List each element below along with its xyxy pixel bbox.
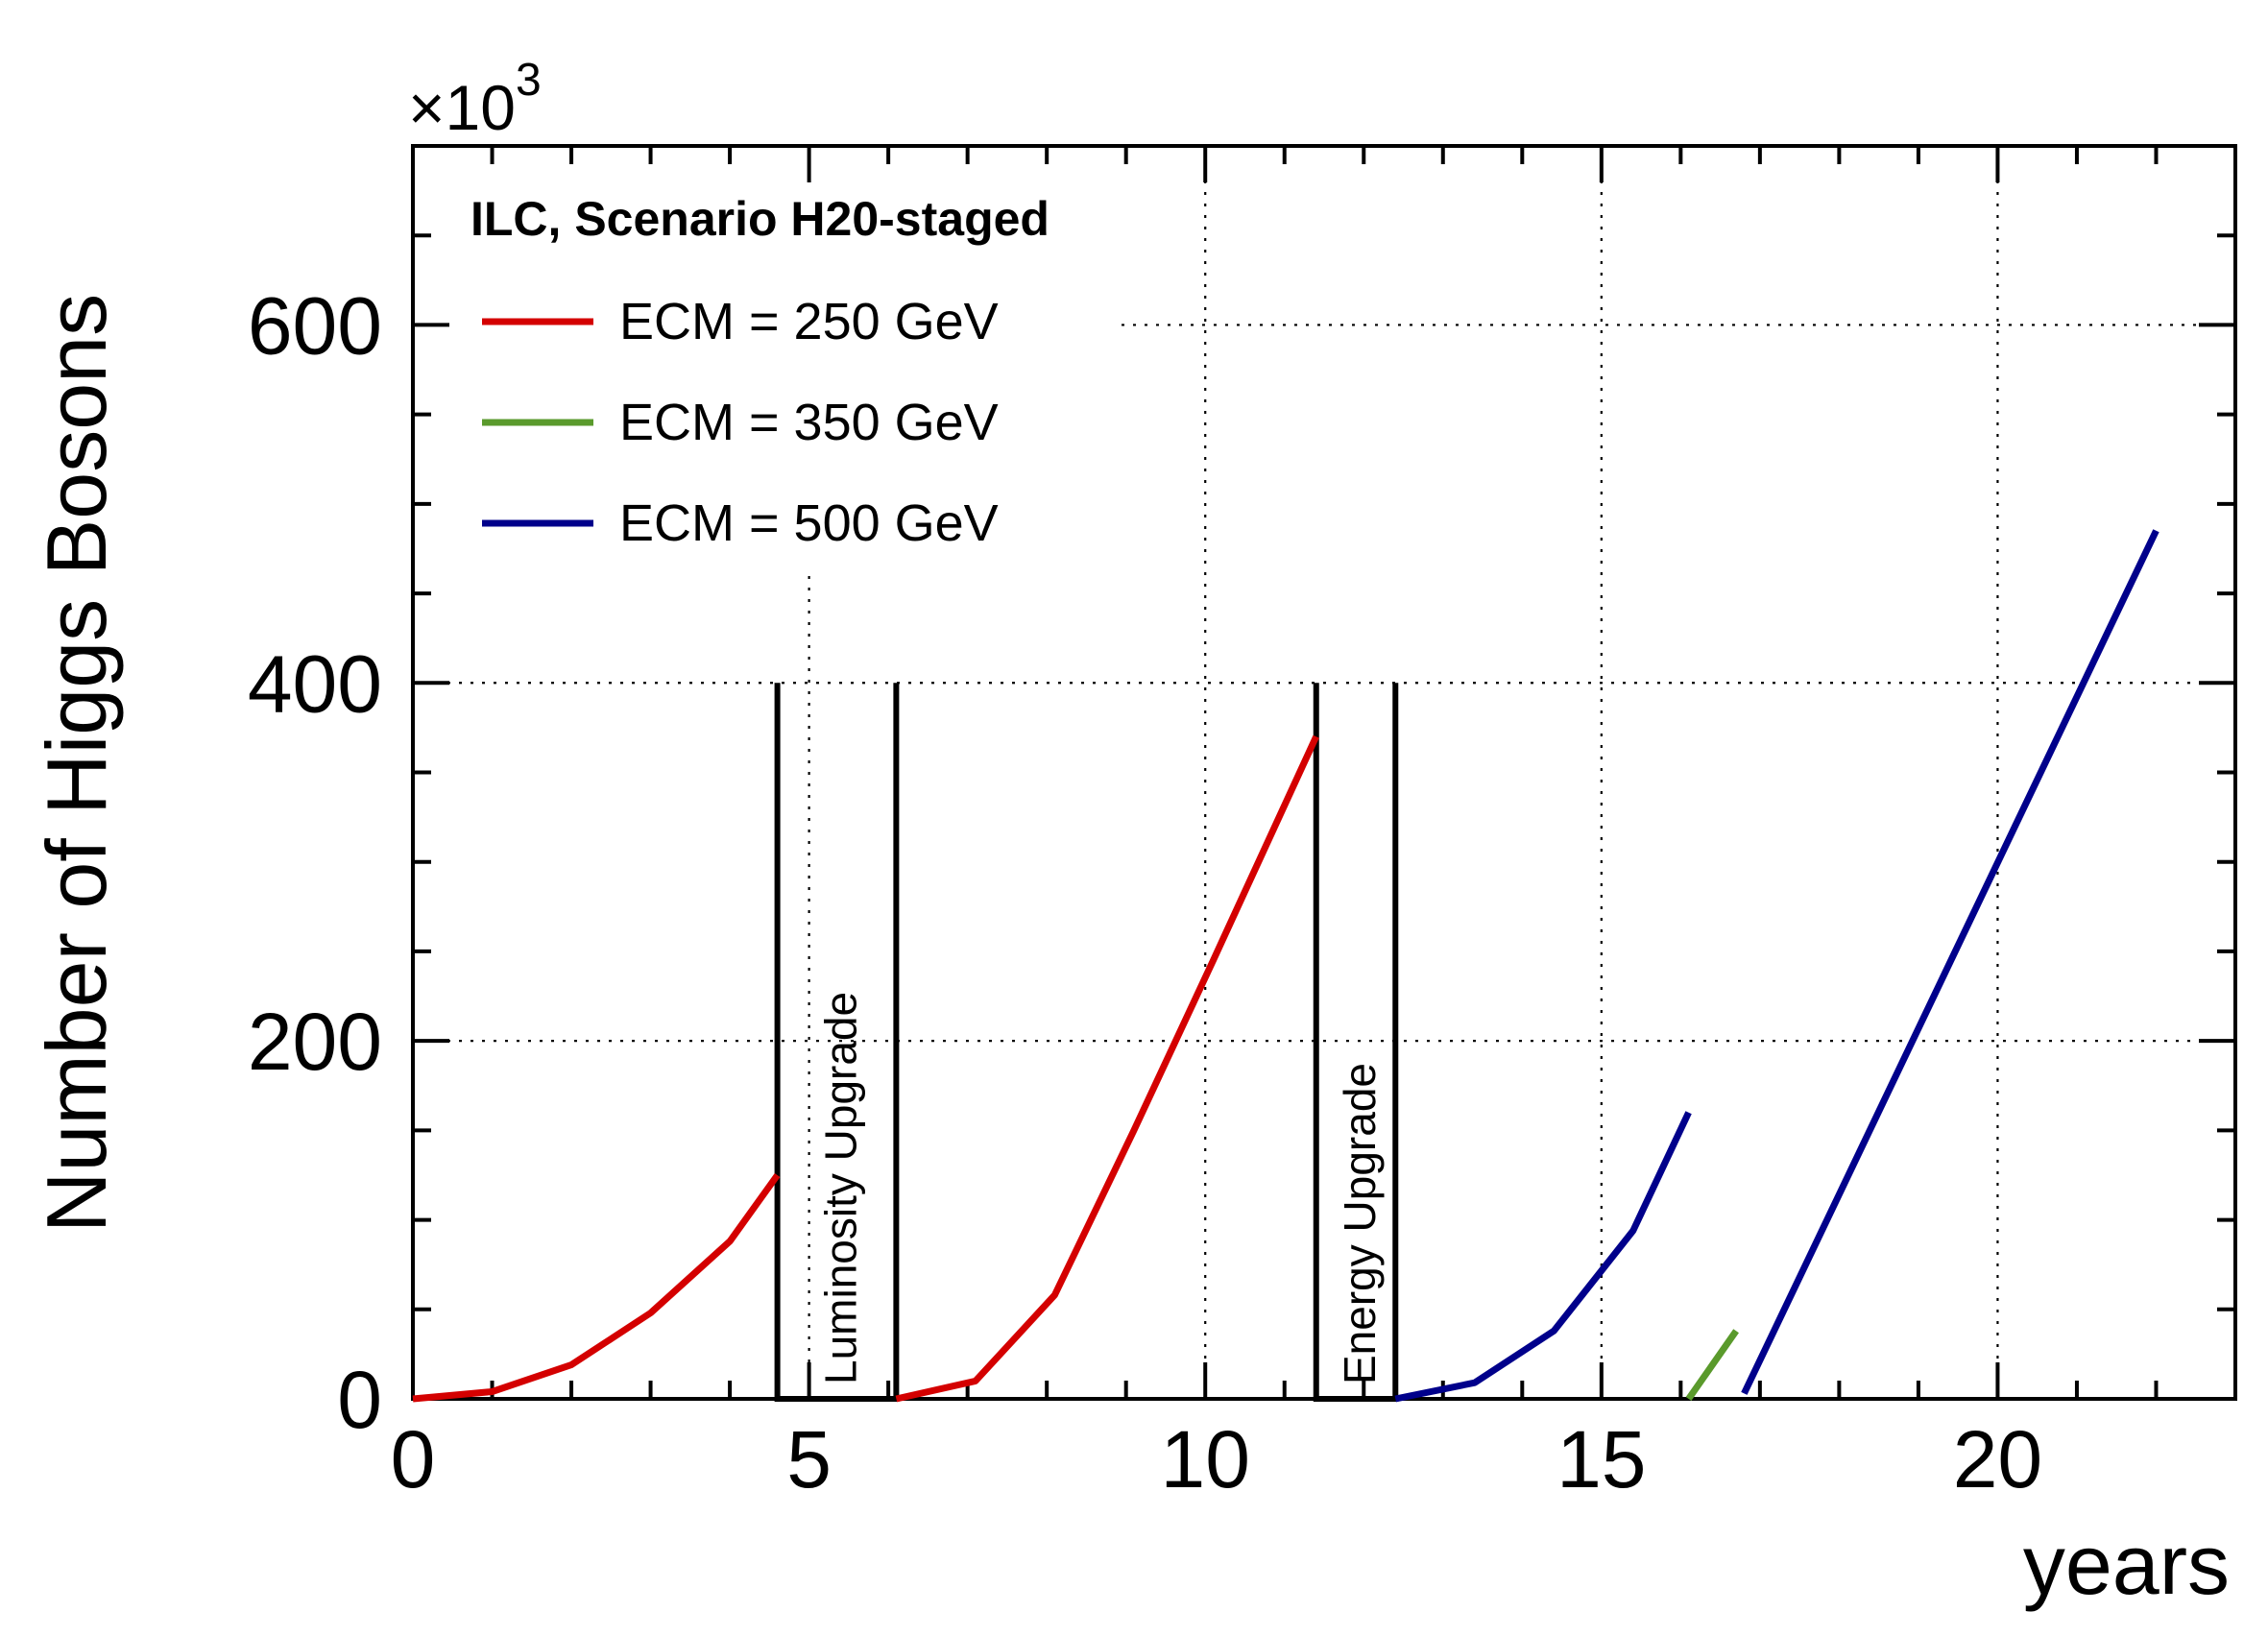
- legend-title: ILC, Scenario H20-staged: [470, 192, 1050, 246]
- y-tick-label: 600: [248, 280, 382, 371]
- grid-lines: [413, 146, 2235, 1399]
- x-tick-label: 5: [786, 1414, 832, 1504]
- annotation-box-luminosity-upgrade: [774, 683, 900, 1402]
- x-axis-label: years: [2023, 1517, 2230, 1612]
- legend: ILC, Scenario H20-staged ECM = 250 GeV ECM…: [470, 192, 1050, 552]
- upgrade-annotations: Luminosity Upgrade Energy Upgrade: [774, 683, 1399, 1402]
- annotation-label-luminosity-upgrade: Luminosity Upgrade: [815, 992, 865, 1384]
- annotation-box-energy-upgrade: [1313, 683, 1399, 1402]
- data-series: [412, 529, 2159, 1403]
- annotation-label-energy-upgrade: Energy Upgrade: [1335, 1063, 1385, 1384]
- y-tick-label: 200: [248, 997, 382, 1087]
- x-tick-label: 0: [391, 1414, 436, 1504]
- series-2-line-0: [1394, 1111, 1692, 1403]
- series-0-line-0: [412, 1172, 781, 1403]
- series-0-line-1: [895, 734, 1319, 1403]
- series-2-line-1: [1741, 529, 2159, 1395]
- legend-entry: ECM = 500 GeV: [619, 494, 999, 552]
- legend-entry: ECM = 350 GeV: [619, 394, 999, 451]
- y-multiplier-base: ×10: [408, 72, 516, 143]
- x-tick-label: 15: [1556, 1414, 1646, 1504]
- axis-labels: years Number of Higgs Bosons ×103: [29, 55, 2230, 1612]
- x-tick-label: 20: [1953, 1414, 2042, 1504]
- series-1-line-0: [1685, 1329, 1739, 1402]
- y-multiplier-exponent: 3: [516, 55, 542, 106]
- legend-entry: ECM = 250 GeV: [619, 293, 999, 350]
- y-tick-label: 400: [248, 638, 382, 729]
- y-multiplier: ×103: [408, 55, 542, 143]
- y-axis-label: Number of Higgs Bosons: [29, 294, 124, 1233]
- x-tick-label: 10: [1160, 1414, 1249, 1504]
- y-tick-label: 0: [337, 1355, 382, 1445]
